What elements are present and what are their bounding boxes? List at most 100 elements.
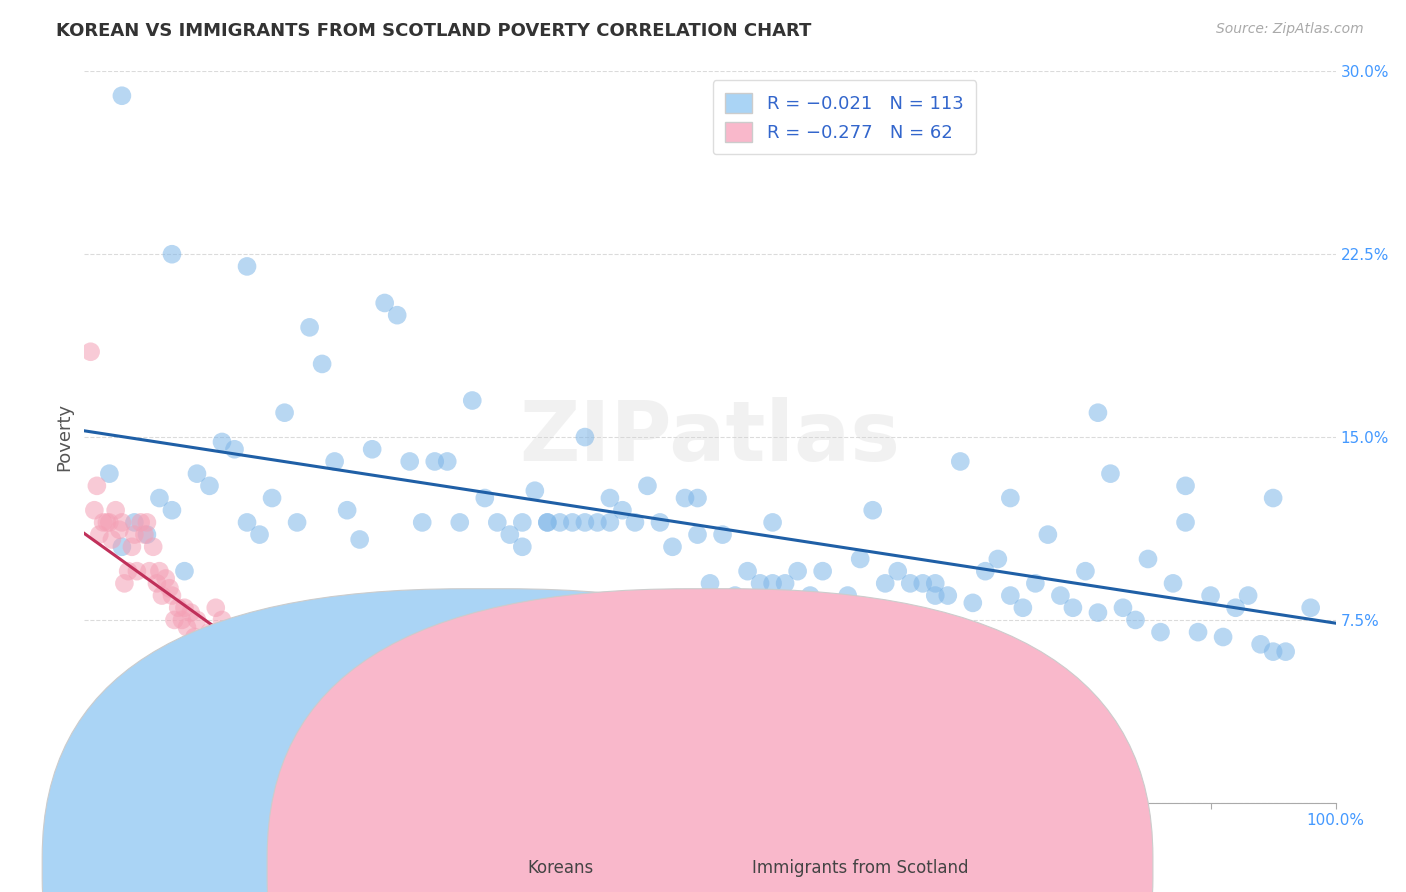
- Point: [749, 576, 772, 591]
- Point: [142, 540, 165, 554]
- Point: [86, 479, 108, 493]
- Point: [148, 491, 170, 505]
- Point: [624, 516, 647, 530]
- Point: [238, 710, 260, 724]
- Point: [323, 454, 346, 468]
- Point: [1074, 564, 1097, 578]
- Point: [449, 516, 471, 530]
- Point: [1161, 576, 1184, 591]
- Point: [1199, 589, 1222, 603]
- Point: [224, 442, 246, 457]
- Point: [637, 479, 659, 493]
- Point: [1012, 600, 1035, 615]
- Point: [648, 516, 671, 530]
- Point: [112, 576, 135, 591]
- Point: [186, 467, 208, 481]
- Point: [1087, 606, 1109, 620]
- Point: [173, 564, 195, 578]
- Point: [612, 503, 634, 517]
- Point: [423, 454, 446, 468]
- Point: [561, 516, 583, 530]
- Point: [1263, 645, 1285, 659]
- Point: [411, 516, 433, 530]
- Point: [586, 516, 609, 530]
- Point: [111, 88, 134, 103]
- Point: [786, 564, 808, 578]
- Point: [311, 357, 333, 371]
- Point: [762, 516, 785, 530]
- Point: [89, 527, 111, 541]
- Point: [124, 527, 146, 541]
- Point: [83, 503, 105, 517]
- Point: [911, 576, 934, 591]
- Point: [146, 576, 169, 591]
- Point: [1049, 589, 1071, 603]
- Point: [117, 564, 139, 578]
- Point: [574, 516, 596, 530]
- Point: [1299, 600, 1322, 615]
- Point: [138, 564, 160, 578]
- Point: [129, 516, 152, 530]
- Point: [267, 747, 290, 761]
- Point: [121, 540, 143, 554]
- Point: [167, 600, 190, 615]
- Point: [799, 589, 821, 603]
- Point: [1062, 600, 1084, 615]
- Point: [224, 662, 246, 676]
- Point: [1212, 630, 1234, 644]
- Point: [101, 533, 124, 547]
- Point: [250, 727, 273, 741]
- Point: [198, 479, 221, 493]
- Point: [1036, 527, 1059, 541]
- Point: [523, 483, 546, 498]
- Point: [176, 620, 198, 634]
- Text: Immigrants from Scotland: Immigrants from Scotland: [752, 859, 969, 877]
- Point: [974, 564, 997, 578]
- Point: [249, 527, 271, 541]
- Point: [1174, 479, 1197, 493]
- Point: [987, 552, 1010, 566]
- Point: [849, 613, 872, 627]
- Text: ZIPatlas: ZIPatlas: [520, 397, 900, 477]
- Point: [837, 589, 859, 603]
- Point: [134, 527, 156, 541]
- Point: [661, 600, 683, 615]
- Point: [1000, 491, 1022, 505]
- Point: [512, 516, 534, 530]
- Point: [214, 679, 236, 693]
- Point: [160, 503, 183, 517]
- Point: [474, 613, 496, 627]
- Point: [875, 576, 897, 591]
- Point: [150, 589, 173, 603]
- Point: [499, 527, 522, 541]
- Point: [686, 491, 709, 505]
- Point: [762, 576, 785, 591]
- Point: [461, 393, 484, 408]
- Point: [246, 718, 269, 732]
- Point: [173, 600, 195, 615]
- Point: [262, 703, 284, 717]
- Text: Koreans: Koreans: [527, 859, 593, 877]
- Point: [474, 491, 496, 505]
- Point: [711, 527, 734, 541]
- Point: [108, 523, 131, 537]
- Point: [1250, 637, 1272, 651]
- Point: [236, 516, 259, 530]
- Point: [198, 625, 221, 640]
- Point: [96, 516, 118, 530]
- Point: [599, 516, 621, 530]
- Point: [924, 589, 946, 603]
- Point: [1136, 552, 1159, 566]
- Point: [512, 540, 534, 554]
- Point: [249, 693, 271, 707]
- Point: [1099, 467, 1122, 481]
- Point: [236, 260, 259, 274]
- Point: [183, 630, 205, 644]
- Point: [486, 516, 509, 530]
- Point: [136, 516, 159, 530]
- Point: [180, 606, 202, 620]
- Point: [887, 564, 910, 578]
- Point: [962, 596, 984, 610]
- Point: [285, 516, 308, 530]
- Point: [160, 589, 183, 603]
